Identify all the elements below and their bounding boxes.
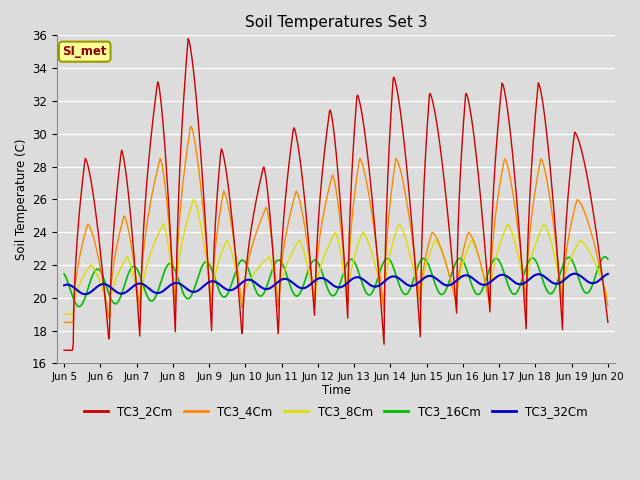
Legend: TC3_2Cm, TC3_4Cm, TC3_8Cm, TC3_16Cm, TC3_32Cm: TC3_2Cm, TC3_4Cm, TC3_8Cm, TC3_16Cm, TC3… bbox=[79, 401, 593, 423]
X-axis label: Time: Time bbox=[321, 384, 351, 397]
Y-axis label: Soil Temperature (C): Soil Temperature (C) bbox=[15, 139, 28, 260]
Title: Soil Temperatures Set 3: Soil Temperatures Set 3 bbox=[244, 15, 428, 30]
Text: SI_met: SI_met bbox=[63, 45, 107, 58]
